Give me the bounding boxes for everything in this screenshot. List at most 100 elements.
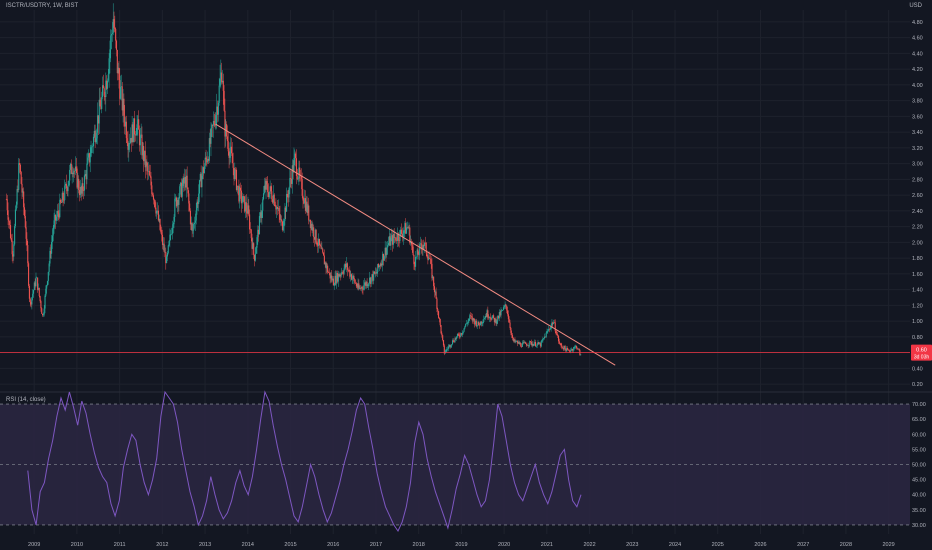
candle-body <box>29 298 31 303</box>
candle-body <box>411 244 413 247</box>
candle-body <box>137 119 139 125</box>
candle-body <box>83 175 86 191</box>
candle-body <box>284 207 286 221</box>
candle-body <box>536 343 538 346</box>
candle-body <box>474 320 476 325</box>
candle-body <box>145 161 147 168</box>
candle-body <box>537 342 539 344</box>
candle-body <box>342 273 344 275</box>
candle-body <box>112 19 114 34</box>
candle-body <box>152 195 155 200</box>
candle-body <box>289 177 291 188</box>
candle-body <box>478 321 480 325</box>
candle-body <box>388 236 390 244</box>
candle-body <box>124 121 127 127</box>
candle-body <box>253 254 256 261</box>
candle-body <box>277 208 279 209</box>
candle-body <box>419 244 421 255</box>
candle-body <box>492 315 494 318</box>
candle-body <box>420 243 422 247</box>
candle-body <box>18 163 20 190</box>
candle-body <box>155 207 157 214</box>
candle-body <box>203 167 205 174</box>
candle-body <box>83 190 85 192</box>
candle-body <box>135 134 137 136</box>
y-tick-label: 2.60 <box>912 193 923 199</box>
candle-body <box>415 256 417 267</box>
candle-body <box>442 340 445 346</box>
candle-body <box>517 341 519 344</box>
candle-body <box>240 187 242 191</box>
candle-body <box>291 165 293 184</box>
candle-body <box>214 124 216 126</box>
candle-body <box>88 153 90 163</box>
x-tick-label: 2015 <box>284 542 296 548</box>
candle-body <box>475 320 477 327</box>
candle-body <box>165 251 167 264</box>
candle-body <box>77 178 79 188</box>
candle-body <box>103 88 105 96</box>
y-tick-label: 0.80 <box>912 335 923 341</box>
candle-body <box>57 211 59 214</box>
candle-body <box>51 241 53 254</box>
candle-body <box>362 288 364 290</box>
x-tick-label: 2023 <box>626 542 638 548</box>
candle-body <box>262 199 264 211</box>
candle-body <box>364 282 366 286</box>
candle-body <box>281 221 284 231</box>
candle-body <box>529 341 531 345</box>
candle-body <box>244 196 246 212</box>
candle-body <box>576 346 578 349</box>
candle-body <box>320 245 322 249</box>
candle-body <box>143 150 145 162</box>
candle-body <box>181 185 183 197</box>
rsi-tick-label: 35.00 <box>912 508 926 514</box>
candle-body <box>76 168 78 188</box>
candle-body <box>401 229 403 234</box>
candle-body <box>93 130 95 137</box>
candle-body <box>452 340 454 342</box>
candle-body <box>20 172 22 184</box>
candle-body <box>252 243 254 249</box>
candle-body <box>9 225 12 239</box>
candle-body <box>527 345 529 346</box>
candle-body <box>180 182 182 197</box>
candle-body <box>425 242 427 254</box>
candle-body <box>540 340 542 347</box>
rsi-label[interactable]: RSI (14, close) <box>6 397 46 403</box>
candle-body <box>132 124 134 143</box>
candle-body <box>111 34 113 36</box>
candle-body <box>45 288 47 296</box>
rsi-band <box>0 404 910 525</box>
candle-body <box>494 318 496 323</box>
candle-body <box>406 227 408 228</box>
candle-body <box>102 85 104 89</box>
y-tick-label: 1.40 <box>912 288 923 294</box>
y-tick-label: 2.00 <box>912 240 923 246</box>
candle-body <box>484 315 486 319</box>
candle-body <box>552 322 554 324</box>
candle-body <box>141 134 143 156</box>
candle-body <box>344 263 346 269</box>
candle-body <box>35 277 37 287</box>
candle-body <box>215 115 217 126</box>
candle-body <box>557 335 560 342</box>
candle-body <box>437 308 439 312</box>
candle-body <box>179 186 181 198</box>
candle-body <box>231 153 233 164</box>
candle-body <box>405 223 407 234</box>
candle-body <box>368 283 370 285</box>
candle-body <box>191 222 193 231</box>
candle-body <box>97 115 99 133</box>
candle-body <box>404 223 406 231</box>
candle-body <box>395 237 397 241</box>
candle-body <box>509 322 511 329</box>
candle-body <box>317 245 319 246</box>
symbol-label[interactable]: ISCTR/USDTRY, 1W, BIST <box>6 3 79 9</box>
candle-body <box>373 271 376 274</box>
candle-body <box>466 323 468 324</box>
candle-body <box>483 319 485 323</box>
candle-body <box>217 102 219 115</box>
candle-body <box>322 248 324 253</box>
candle-body <box>356 286 358 288</box>
